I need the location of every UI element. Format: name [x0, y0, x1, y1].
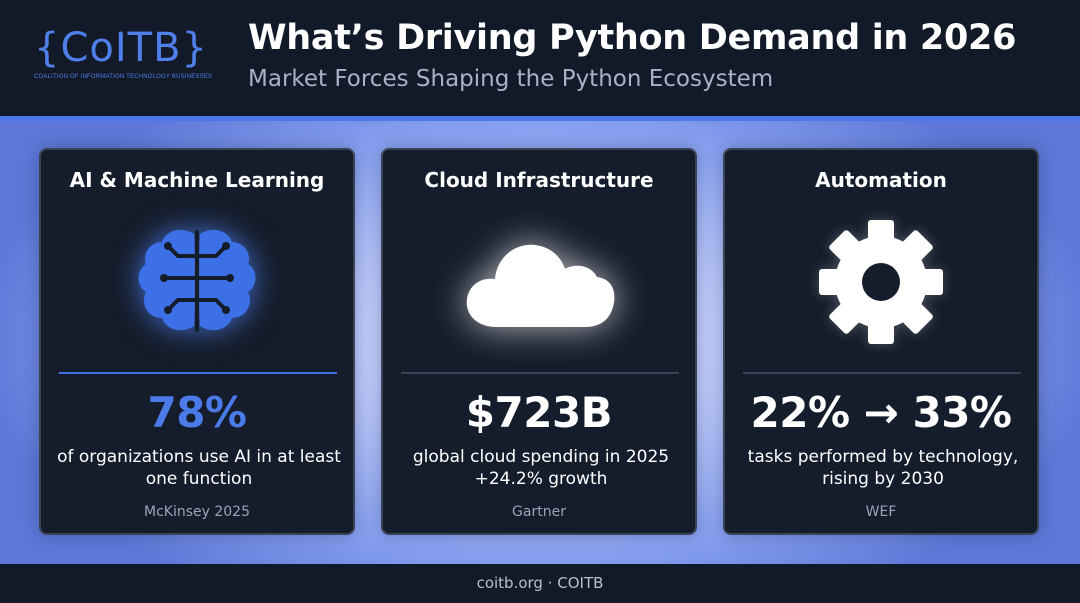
footer-link[interactable]: coitb.org · COITB	[476, 574, 604, 592]
stat-value: $723B	[465, 388, 613, 437]
card-divider	[743, 372, 1021, 374]
header-accent-line	[0, 116, 1080, 121]
stat-source: WEF	[865, 504, 897, 520]
coitb-logo: {CoITB} COALITION OF INFORMATION TECHNOL…	[34, 24, 224, 90]
gear-icon	[819, 220, 943, 344]
card-automation: Automation 22% → 33% tasks performed	[723, 148, 1039, 535]
card-title: Cloud Infrastructure	[424, 168, 654, 192]
logo-mark: {CoITB}	[34, 25, 208, 71]
card-divider	[59, 372, 337, 374]
stat-value: 22% → 33%	[750, 388, 1013, 437]
card-title: AI & Machine Learning	[69, 168, 325, 192]
page-subtitle: Market Forces Shaping the Python Ecosyst…	[248, 66, 774, 92]
cloud-icon	[466, 244, 615, 327]
logo-subtitle: COALITION OF INFORMATION TECHNOLOGY BUSI…	[34, 74, 213, 80]
footer: coitb.org · COITB	[0, 564, 1080, 603]
stat-value: 78%	[147, 388, 247, 437]
cards-stage: AI & Machine Learning	[0, 121, 1080, 564]
card-cloud-infrastructure: Cloud Infrastructure $723B global cloud …	[381, 148, 697, 535]
brain-icon	[138, 229, 256, 332]
stat-description: global cloud spending in 2025 +24.2% gro…	[412, 447, 670, 489]
card-title: Automation	[815, 168, 947, 192]
header: {CoITB} COALITION OF INFORMATION TECHNOL…	[0, 0, 1080, 118]
card-divider	[401, 372, 679, 374]
card-ai-machine-learning: AI & Machine Learning	[39, 148, 355, 535]
stat-source: McKinsey 2025	[144, 504, 250, 520]
stat-description: of organizations use AI in at least one …	[57, 447, 341, 489]
stat-description: tasks performed by technology, rising by…	[747, 447, 1019, 489]
stat-source: Gartner	[512, 504, 566, 520]
page-title: What’s Driving Python Demand in 2026	[248, 18, 1017, 58]
